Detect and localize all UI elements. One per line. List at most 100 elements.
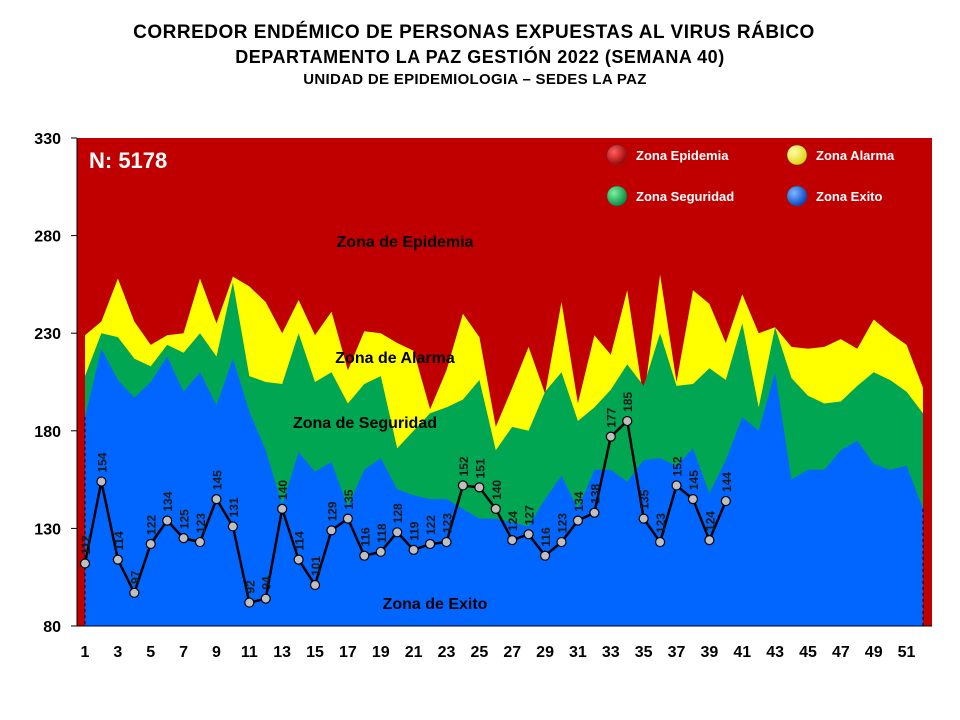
legend-label: Zona Seguridad [636, 189, 734, 204]
observed-point [507, 535, 518, 546]
observed-data-label: 134 [161, 491, 175, 511]
observed-point [424, 538, 436, 550]
observed-data-label: 140 [490, 480, 504, 500]
observed-data-label: 122 [145, 515, 159, 535]
x-tick-label: 21 [405, 644, 423, 661]
x-tick-label: 37 [668, 644, 686, 661]
observed-point [490, 503, 501, 514]
x-tick-label: 41 [733, 644, 751, 661]
legend-marker [606, 185, 628, 207]
observed-point [572, 515, 584, 526]
observed-point [375, 546, 386, 557]
observed-point [211, 494, 222, 505]
observed-point [293, 554, 304, 565]
observed-data-label: 154 [95, 452, 109, 472]
observed-data-label: 112 [79, 535, 93, 555]
observed-data-label: 123 [654, 513, 668, 533]
x-tick-label: 23 [438, 644, 456, 661]
observed-point [408, 544, 419, 555]
observed-data-label: 185 [621, 392, 635, 412]
x-tick-label: 9 [212, 644, 221, 661]
observed-data-label: 134 [572, 491, 586, 511]
observed-data-label: 144 [720, 472, 734, 492]
observed-data-label: 119 [408, 521, 422, 541]
observed-point [523, 529, 534, 540]
observed-point [474, 482, 485, 493]
x-tick-label: 3 [113, 644, 122, 661]
observed-data-label: 123 [194, 513, 208, 533]
x-tick-label: 31 [569, 644, 587, 661]
observed-point [556, 536, 567, 548]
x-tick-label: 19 [372, 644, 390, 661]
observed-point [687, 494, 699, 505]
x-tick-label: 11 [241, 644, 258, 661]
observed-point [244, 597, 255, 608]
zone-epidemia-label: Zona de Epidemia [337, 234, 474, 251]
observed-data-label: 138 [588, 483, 602, 503]
observed-data-label: 131 [227, 497, 241, 517]
x-tick-label: 29 [536, 644, 554, 661]
x-tick-label: 51 [898, 644, 916, 661]
legend-marker [606, 144, 628, 166]
observed-data-label: 114 [112, 531, 126, 551]
observed-point [539, 550, 551, 561]
observed-point [457, 480, 469, 491]
x-tick-label: 47 [832, 644, 850, 661]
x-tick-label: 35 [635, 644, 653, 661]
x-tick-label: 49 [865, 644, 883, 661]
x-tick-label: 27 [503, 644, 521, 661]
observed-data-label: 151 [473, 458, 487, 478]
observed-point [277, 503, 288, 514]
legend-marker [786, 185, 808, 207]
observed-data-label: 92 [243, 580, 257, 594]
observed-point [178, 533, 189, 544]
observed-data-label: 114 [293, 531, 307, 551]
legend-label: Zona Epidemia [636, 148, 729, 163]
observed-point [79, 558, 91, 569]
x-tick-label: 33 [602, 644, 620, 661]
observed-data-label: 152 [670, 456, 684, 476]
observed-data-label: 145 [687, 470, 701, 490]
observed-data-label: 118 [375, 523, 389, 543]
chart-titles: CORREDOR ENDÉMICO DE PERSONAS EXPUESTAS … [0, 20, 960, 91]
observed-point [112, 554, 123, 565]
x-tick-label: 17 [339, 644, 357, 661]
y-tick-label: 230 [34, 326, 61, 343]
observed-point [260, 593, 271, 604]
observed-point [359, 550, 370, 561]
chart-title: CORREDOR ENDÉMICO DE PERSONAS EXPUESTAS … [133, 22, 815, 43]
observed-point [145, 538, 156, 550]
observed-data-label: 135 [638, 489, 652, 509]
observed-series-line [83, 418, 727, 605]
observed-data-label: 101 [309, 556, 323, 576]
observed-point [622, 415, 633, 427]
observed-point [129, 587, 140, 598]
y-tick-label: 280 [34, 229, 61, 246]
observed-data-label: 97 [128, 570, 142, 584]
y-tick-label: 180 [34, 424, 61, 441]
observed-data-label: 145 [211, 470, 225, 490]
observed-data-label: 123 [440, 513, 454, 533]
observed-point [671, 480, 682, 491]
y-tick-label: 130 [34, 521, 61, 538]
x-tick-label: 5 [146, 644, 155, 661]
x-tick-label: 45 [799, 644, 817, 661]
observed-data-label: 116 [539, 527, 553, 547]
observed-data-label: 177 [605, 407, 619, 427]
observed-data-label: 122 [424, 515, 438, 535]
legend-label: Zona Exito [816, 189, 883, 204]
x-tick-label: 25 [470, 644, 488, 661]
observed-data-label: 129 [325, 501, 339, 521]
observed-data-label: 152 [457, 456, 471, 476]
observed-point [704, 535, 715, 546]
x-tick-label: 15 [306, 644, 324, 661]
chart-subtitle: DEPARTAMENTO LA PAZ GESTIÓN 2022 (SEMANA… [235, 47, 725, 67]
observed-point [96, 476, 107, 487]
observed-data-label: 128 [391, 503, 405, 523]
observed-data-label: 127 [523, 505, 537, 525]
legend-marker [786, 144, 808, 166]
observed-point [342, 513, 354, 524]
y-tick-label: 80 [43, 619, 61, 636]
observed-point [227, 521, 238, 532]
